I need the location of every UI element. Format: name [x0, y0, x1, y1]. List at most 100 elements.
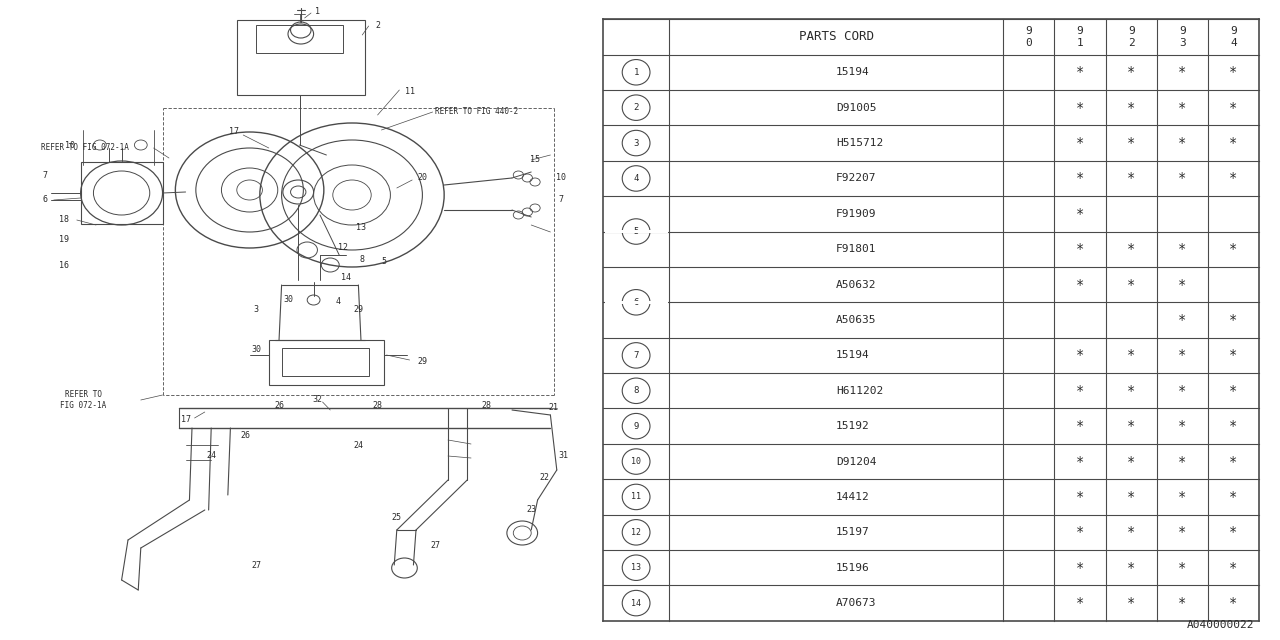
Text: 21: 21: [548, 403, 558, 413]
Text: *: *: [1076, 242, 1084, 256]
Text: *: *: [1126, 242, 1135, 256]
Text: 2: 2: [634, 103, 639, 112]
Text: *: *: [1076, 561, 1084, 575]
Text: 1: 1: [634, 68, 639, 77]
Bar: [269, 340, 384, 385]
Text: REFER TO FIG 072-1A: REFER TO FIG 072-1A: [41, 143, 129, 152]
Text: *: *: [1178, 348, 1187, 362]
Text: 15: 15: [530, 156, 540, 164]
Text: *: *: [1126, 65, 1135, 79]
Text: *: *: [1178, 490, 1187, 504]
Text: *: *: [1076, 490, 1084, 504]
Text: REFER TO
FIG 072-1A: REFER TO FIG 072-1A: [60, 390, 106, 410]
Text: *: *: [1076, 136, 1084, 150]
Text: 15192: 15192: [836, 421, 870, 431]
Text: 20: 20: [417, 173, 428, 182]
Text: *: *: [1229, 454, 1238, 468]
Text: 9
4: 9 4: [1230, 26, 1236, 48]
Text: 13: 13: [356, 223, 366, 232]
Text: *: *: [1178, 596, 1187, 610]
Text: *: *: [1076, 278, 1084, 292]
Text: *: *: [1229, 172, 1238, 186]
Text: 28: 28: [372, 401, 383, 410]
Text: *: *: [1178, 278, 1187, 292]
Text: *: *: [1126, 100, 1135, 115]
Text: A70673: A70673: [836, 598, 877, 608]
Text: *: *: [1076, 65, 1084, 79]
Text: *: *: [1229, 242, 1238, 256]
Text: *: *: [1229, 525, 1238, 540]
Text: 7: 7: [42, 170, 47, 179]
Text: *: *: [1229, 419, 1238, 433]
Text: 9
2: 9 2: [1128, 26, 1134, 48]
Text: *: *: [1178, 454, 1187, 468]
Text: 2: 2: [375, 20, 380, 29]
Text: *: *: [1076, 454, 1084, 468]
Text: 9
0: 9 0: [1025, 26, 1032, 48]
Text: 9
1: 9 1: [1076, 26, 1083, 48]
Text: 7: 7: [634, 351, 639, 360]
Text: *: *: [1076, 419, 1084, 433]
Text: *: *: [1126, 278, 1135, 292]
Text: 12: 12: [338, 243, 348, 253]
Text: *: *: [1178, 313, 1187, 327]
Text: 22: 22: [539, 474, 549, 483]
Text: *: *: [1126, 490, 1135, 504]
Text: *: *: [1229, 596, 1238, 610]
Text: 26: 26: [274, 401, 284, 410]
Text: 11: 11: [631, 492, 641, 502]
Text: *: *: [1126, 419, 1135, 433]
Text: 4: 4: [634, 174, 639, 183]
Text: 11: 11: [404, 88, 415, 97]
Text: 8: 8: [634, 387, 639, 396]
Text: A50632: A50632: [836, 280, 877, 290]
Text: 1: 1: [315, 8, 320, 17]
Text: 8: 8: [360, 255, 365, 264]
Text: 30: 30: [283, 296, 293, 305]
Text: *: *: [1178, 100, 1187, 115]
Bar: [604, 230, 667, 233]
Text: *: *: [1229, 65, 1238, 79]
Text: 19: 19: [59, 236, 69, 244]
Text: 6: 6: [634, 298, 639, 307]
Text: *: *: [1229, 313, 1238, 327]
Text: 15194: 15194: [836, 350, 870, 360]
Text: 10: 10: [556, 173, 566, 182]
Text: 14412: 14412: [836, 492, 870, 502]
Text: *: *: [1178, 561, 1187, 575]
Text: *: *: [1178, 419, 1187, 433]
Bar: [282, 348, 369, 376]
Text: 5: 5: [634, 227, 639, 236]
Text: *: *: [1126, 384, 1135, 398]
Text: 9: 9: [634, 422, 639, 431]
Text: *: *: [1126, 136, 1135, 150]
Text: *: *: [1178, 136, 1187, 150]
Text: *: *: [1076, 384, 1084, 398]
Text: *: *: [1229, 100, 1238, 115]
Text: 23: 23: [526, 506, 536, 515]
Text: 24: 24: [206, 451, 216, 460]
Text: 7: 7: [558, 195, 563, 205]
Text: 17: 17: [180, 415, 191, 424]
Text: 10: 10: [65, 141, 76, 150]
Text: 29: 29: [353, 305, 364, 314]
Text: 25: 25: [392, 513, 402, 522]
Text: 15196: 15196: [836, 563, 870, 573]
Text: 16: 16: [59, 260, 69, 269]
Text: 15194: 15194: [836, 67, 870, 77]
Text: 27: 27: [430, 541, 440, 550]
Text: *: *: [1229, 490, 1238, 504]
Text: 9
3: 9 3: [1179, 26, 1185, 48]
Text: 28: 28: [481, 401, 492, 410]
Text: A040000022: A040000022: [1187, 620, 1254, 630]
Text: 13: 13: [631, 563, 641, 572]
Text: 14: 14: [340, 273, 351, 282]
Text: *: *: [1229, 136, 1238, 150]
Text: *: *: [1076, 100, 1084, 115]
Text: *: *: [1126, 172, 1135, 186]
Text: PARTS CORD: PARTS CORD: [799, 30, 874, 44]
Text: 30: 30: [251, 346, 261, 355]
Text: D91005: D91005: [836, 102, 877, 113]
Text: 14: 14: [631, 598, 641, 607]
Text: H515712: H515712: [836, 138, 883, 148]
